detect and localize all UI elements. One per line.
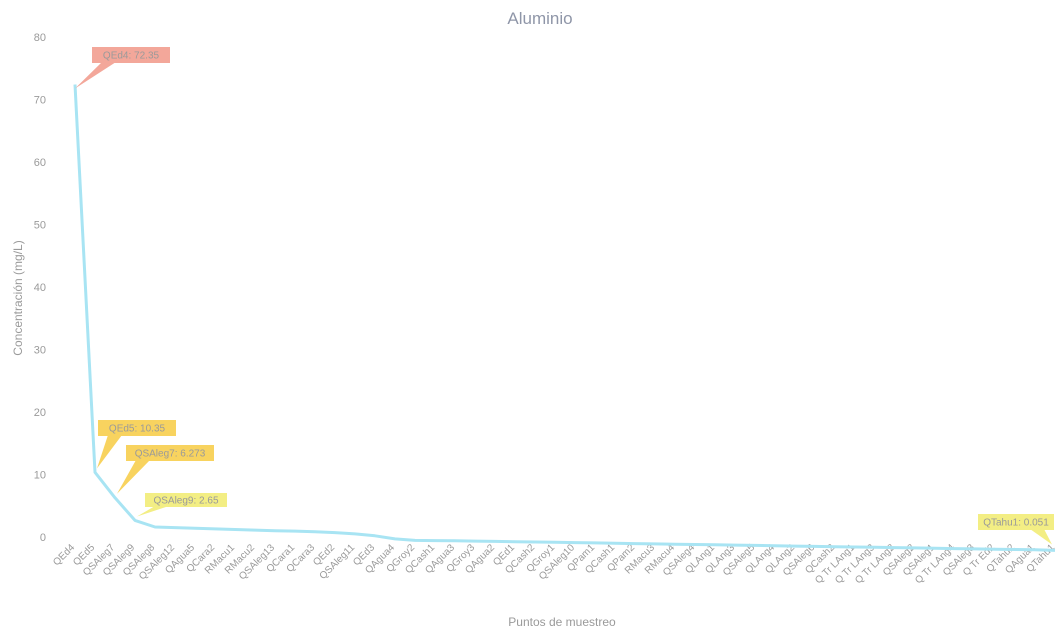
callout-label: QSAleg7: 6.273 — [135, 449, 206, 460]
x-axis-title: Puntos de muestreo — [508, 615, 616, 629]
y-tick-label: 20 — [34, 407, 46, 419]
y-tick-label: 10 — [34, 470, 46, 482]
data-callout: QSAleg9: 2.65 — [137, 493, 227, 517]
y-tick-label: 80 — [34, 32, 46, 44]
chart-title: Aluminio — [507, 9, 572, 28]
x-tick-label: QEd4 — [51, 542, 77, 568]
y-tick-label: 60 — [34, 157, 46, 169]
callout-pointer — [137, 506, 169, 517]
callout-label: QSAleg9: 2.65 — [153, 496, 218, 507]
y-axis-ticks: 0 10 20 30 40 50 60 70 80 — [34, 32, 46, 544]
callout-pointer — [97, 435, 122, 469]
y-tick-label: 70 — [34, 95, 46, 107]
data-callout: QEd4: 72.35 — [75, 47, 170, 89]
callout-box — [98, 420, 176, 436]
data-callout: QSAleg7: 6.273 — [117, 445, 214, 494]
data-callout: QTahu1: 0.051 — [978, 514, 1054, 545]
series-line — [73, 84, 1056, 552]
callout-box — [145, 493, 227, 507]
callout-box — [126, 445, 214, 461]
y-axis-title: Concentración (mg/L) — [11, 240, 25, 355]
callout-pointer — [117, 460, 150, 494]
y-tick-label: 30 — [34, 345, 46, 357]
callout-pointer — [1030, 529, 1052, 545]
callout-box — [978, 514, 1054, 530]
data-callout: QEd5: 10.35 — [97, 420, 176, 469]
y-tick-label: 0 — [40, 532, 46, 544]
callout-box — [92, 47, 170, 63]
callout-label: QTahu1: 0.051 — [983, 518, 1049, 529]
y-tick-label: 40 — [34, 282, 46, 294]
data-callouts: QEd4: 72.35 QEd5: 10.35 QSAleg7: 6.273 QSAl… — [75, 47, 1054, 545]
callout-label: QEd5: 10.35 — [109, 424, 166, 435]
callout-label: QEd4: 72.35 — [103, 51, 160, 62]
y-tick-label: 50 — [34, 220, 46, 232]
callout-pointer — [75, 62, 116, 89]
